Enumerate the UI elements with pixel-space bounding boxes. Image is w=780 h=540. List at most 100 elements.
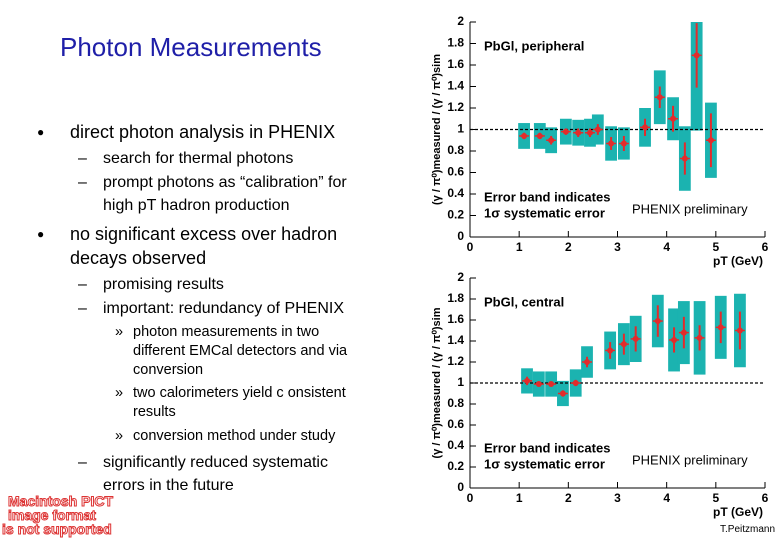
data-point	[562, 128, 569, 135]
x-axis-label: pT (GeV)	[713, 505, 763, 519]
bullet-text: search for thermal photons	[103, 150, 294, 167]
y-tick-label: 0.4	[447, 438, 464, 452]
x-tick-label: 1	[516, 240, 523, 254]
data-point	[680, 329, 687, 336]
data-point	[608, 140, 615, 147]
bullet-marker: ●	[37, 227, 45, 241]
x-tick-label: 0	[467, 240, 474, 254]
y-tick-label: 1.2	[447, 354, 464, 368]
bullet-text: two calorimeters yield c onsistent	[133, 385, 346, 401]
y-tick-label: 1	[457, 122, 464, 136]
data-point	[717, 324, 724, 331]
data-point	[696, 334, 703, 341]
data-point	[670, 115, 677, 122]
data-point	[707, 137, 714, 144]
bullet-text: conversion	[133, 362, 204, 378]
panel-label: PbGl, peripheral	[484, 38, 584, 53]
y-tick-label: 0	[457, 229, 464, 243]
bullet-marker: –	[78, 150, 87, 167]
data-point	[620, 341, 627, 348]
y-tick-label: 1.8	[447, 291, 464, 305]
band-note: 1σ systematic error	[484, 456, 605, 471]
panel-label: PbGl, central	[484, 294, 564, 309]
data-point	[584, 359, 591, 365]
y-tick-label: 1	[457, 375, 464, 389]
y-tick-label: 1.6	[447, 57, 464, 71]
bullet-text: high pT hadron production	[103, 197, 290, 214]
plot-area	[470, 293, 765, 407]
band-note: 1σ systematic error	[484, 205, 605, 220]
bullet-text: different EMCal detectors and via	[133, 343, 348, 359]
data-point	[575, 129, 582, 136]
data-point	[559, 390, 566, 397]
y-tick-label: 0.2	[447, 208, 464, 222]
bullet-text: direct photon analysis in PHENIX	[70, 122, 336, 142]
x-tick-label: 0	[467, 491, 474, 505]
x-tick-label: 2	[565, 240, 572, 254]
data-point	[620, 140, 627, 147]
bullet-marker: ●	[37, 125, 45, 139]
x-tick-label: 2	[565, 491, 572, 505]
data-point	[693, 52, 700, 59]
bullet-marker: –	[78, 276, 87, 293]
preliminary-note: PHENIX preliminary	[632, 201, 748, 216]
y-axis-label: (γ / π⁰)measured / (γ / π⁰)sim	[431, 54, 443, 205]
preliminary-note: PHENIX preliminary	[632, 452, 748, 467]
x-tick-label: 4	[663, 491, 670, 505]
x-axis-label: pT (GeV)	[713, 254, 763, 268]
bullet-marker: –	[78, 300, 87, 317]
data-point	[632, 335, 639, 342]
x-tick-label: 1	[516, 491, 523, 505]
y-tick-label: 1.4	[447, 333, 464, 347]
y-tick-label: 1.4	[447, 79, 464, 93]
data-point	[594, 126, 601, 133]
y-tick-label: 0.8	[447, 396, 464, 410]
slide-title: Photon Measurements	[60, 32, 322, 62]
data-point	[656, 94, 663, 101]
bullet-text: results	[133, 404, 176, 420]
data-point	[535, 381, 542, 388]
bullet-marker: –	[78, 454, 87, 471]
x-tick-label: 3	[614, 491, 621, 505]
placeholder-text: Macintosh PICT	[7, 493, 114, 509]
data-point	[671, 336, 678, 343]
y-tick-label: 0.2	[447, 459, 464, 473]
x-tick-label: 5	[712, 491, 719, 505]
x-tick-label: 3	[614, 240, 621, 254]
bullet-marker: »	[115, 385, 124, 401]
band-note: Error band indicates	[484, 440, 610, 455]
bullet-text: important: redundancy of PHENIX	[103, 300, 345, 317]
data-point	[548, 381, 555, 388]
data-point	[572, 380, 579, 386]
y-tick-label: 1.2	[447, 100, 464, 114]
x-tick-label: 6	[762, 240, 769, 254]
bullet-marker: »	[115, 324, 124, 340]
bullet-text: prompt photons as “calibration” for	[103, 174, 347, 191]
placeholder-text: image format	[8, 507, 97, 523]
data-point	[536, 132, 543, 139]
plot-area	[470, 22, 765, 191]
y-tick-label: 2	[457, 14, 464, 28]
bullet-text: no significant excess over hadron	[70, 224, 338, 244]
bullet-marker: –	[78, 174, 87, 191]
footer: T.Peitzmann	[720, 524, 776, 535]
bullet-text: photon measurements in two	[133, 324, 320, 340]
data-point	[736, 327, 743, 334]
bullet-marker: »	[115, 428, 124, 444]
x-tick-label: 4	[663, 240, 670, 254]
bullet-text: errors in the future	[103, 477, 234, 494]
y-tick-label: 0.6	[447, 417, 464, 431]
data-point	[681, 155, 688, 162]
data-point	[586, 129, 593, 136]
bullet-text: significantly reduced systematic	[103, 454, 328, 471]
bullet-text: promising results	[103, 276, 224, 293]
x-tick-label: 5	[712, 240, 719, 254]
data-point	[521, 132, 528, 139]
x-tick-label: 6	[762, 491, 769, 505]
band-note: Error band indicates	[484, 189, 610, 204]
y-tick-label: 0	[457, 480, 464, 494]
y-tick-label: 0.4	[447, 186, 464, 200]
bullet-text: conversion method under study	[133, 428, 336, 444]
